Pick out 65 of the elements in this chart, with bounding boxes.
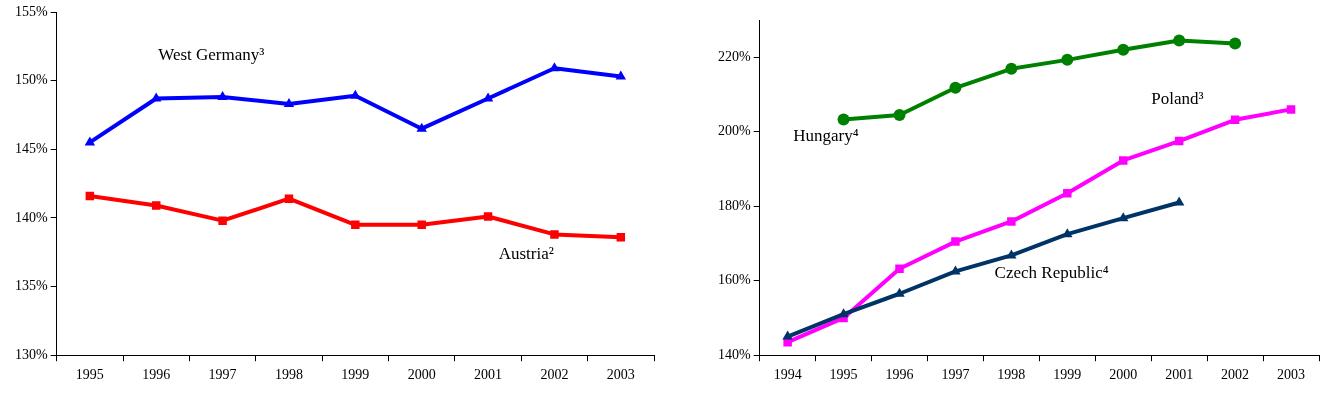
point: [838, 308, 849, 318]
x-tick-label: 1997: [941, 367, 970, 383]
point: [1173, 34, 1186, 47]
point: [782, 330, 793, 340]
x-tick-label: 1999: [1053, 367, 1082, 383]
x-tick-label: 2003: [1277, 367, 1306, 383]
y-tick-label: 135%: [14, 278, 48, 294]
point: [1063, 188, 1072, 198]
point: [351, 220, 360, 230]
x-tick-label: 2000: [407, 367, 436, 383]
y-tick-label: 155%: [14, 3, 48, 19]
x-tick-label: 1999: [341, 367, 370, 383]
x-tick-label: 2000: [1109, 367, 1138, 383]
y-tick-label: 200%: [717, 123, 751, 139]
point: [615, 70, 627, 80]
x-tick-label: 1995: [75, 367, 104, 383]
point: [84, 136, 96, 146]
x-tick-label: 2002: [540, 367, 569, 383]
series-label: West Germany³: [158, 45, 265, 65]
point: [837, 113, 850, 126]
point: [1007, 217, 1016, 226]
point: [1286, 105, 1296, 114]
point: [1005, 62, 1018, 75]
series-label: Czech Republic⁴: [994, 263, 1109, 283]
x-tick-label: 1994: [773, 367, 802, 383]
series-label: Hungary⁴: [793, 125, 859, 145]
point: [1117, 43, 1130, 56]
x-tick-label: 1997: [208, 367, 237, 383]
point: [1229, 37, 1242, 50]
series-label: Austria²: [498, 244, 554, 264]
y-tick-label: 130%: [14, 346, 48, 362]
x-tick-label: 1995: [829, 367, 858, 383]
y-tick-label: 145%: [14, 140, 48, 156]
point: [893, 108, 906, 121]
x-tick-label: 2001: [474, 367, 503, 383]
point: [1061, 53, 1074, 66]
x-tick-label: 1996: [142, 367, 171, 383]
point: [550, 230, 559, 239]
y-tick-label: 180%: [717, 197, 751, 213]
point: [284, 194, 294, 203]
point: [417, 220, 426, 230]
y-tick-label: 140%: [717, 346, 751, 362]
point: [1118, 212, 1129, 222]
x-tick-label: 2001: [1165, 367, 1194, 383]
point: [283, 97, 295, 107]
y-tick-label: 220%: [717, 48, 751, 64]
x-tick-label: 2002: [1221, 367, 1250, 383]
point: [1062, 228, 1073, 238]
x-tick-label: 1996: [885, 367, 914, 383]
x-tick-label: 2003: [606, 367, 635, 383]
y-tick-label: 150%: [14, 72, 48, 88]
point: [951, 237, 960, 246]
point: [949, 81, 962, 94]
point: [1118, 156, 1128, 165]
point: [217, 91, 228, 101]
y-tick-label: 140%: [14, 209, 48, 225]
y-tick-label: 160%: [717, 272, 751, 288]
point: [218, 216, 227, 225]
point: [151, 201, 161, 210]
x-tick-label: 1998: [997, 367, 1026, 383]
x-tick-label: 1998: [274, 367, 303, 383]
point: [416, 122, 427, 132]
series-label: Poland³: [1151, 88, 1204, 108]
point: [483, 212, 493, 221]
point: [895, 264, 904, 274]
